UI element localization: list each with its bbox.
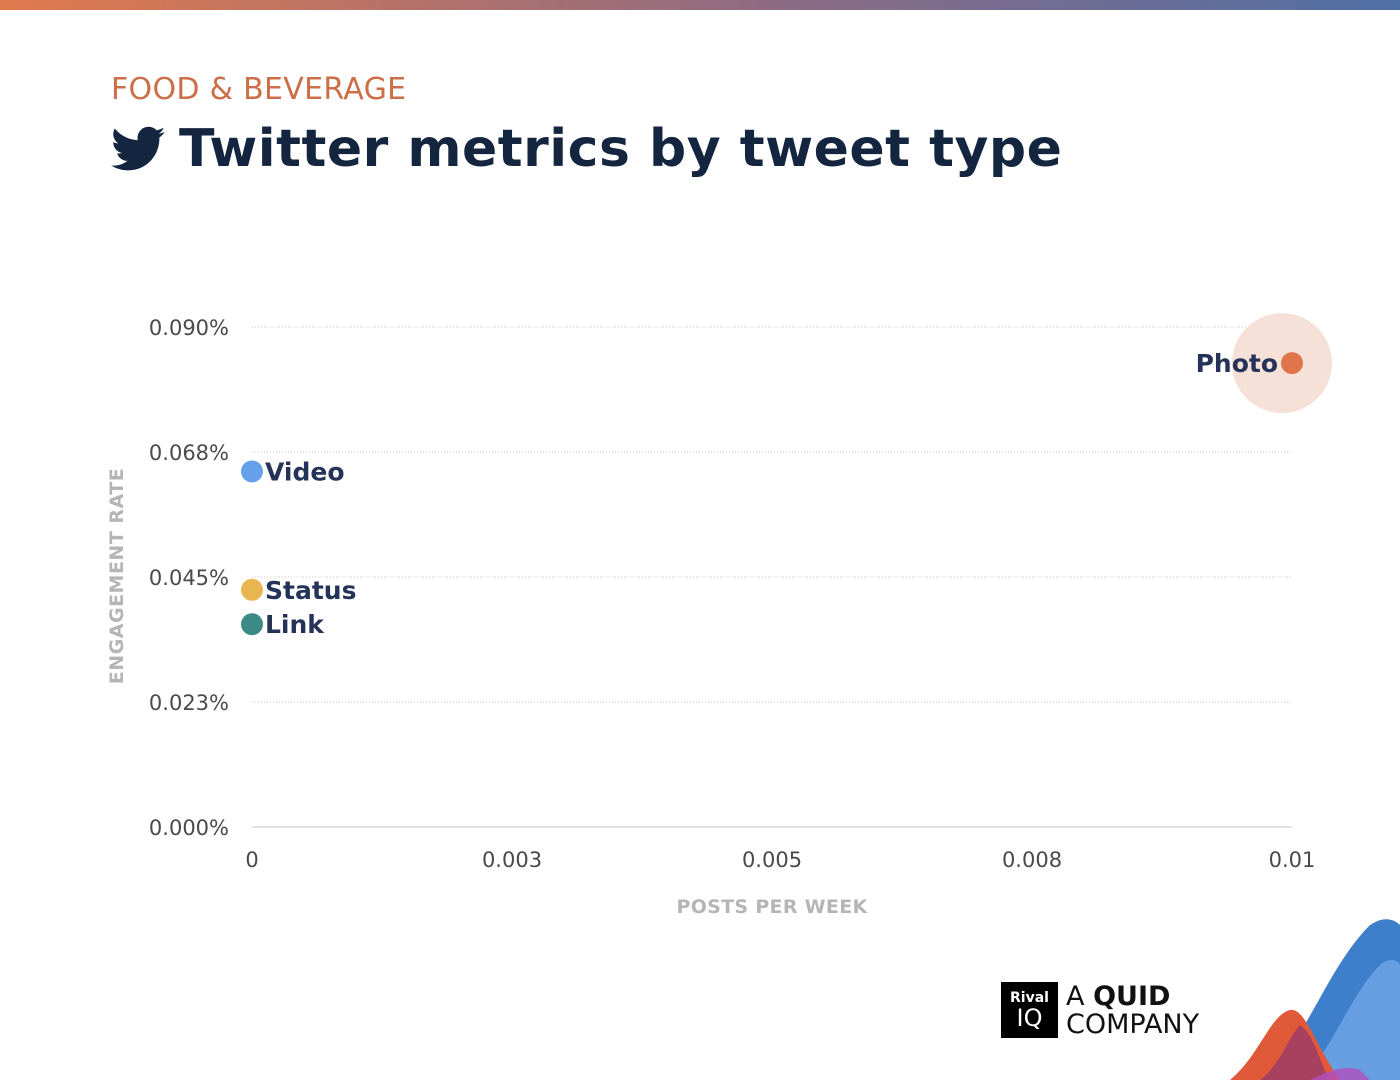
chart-title: Twitter metrics by tweet type (179, 119, 1063, 179)
company-text: A QUID COMPANY (1066, 982, 1199, 1040)
company-line-1: A QUID (1066, 983, 1199, 1011)
x-tick-label: 0.01 (1269, 848, 1316, 872)
company-line-2: COMPANY (1066, 1009, 1200, 1040)
x-tick-label: 0.003 (482, 848, 542, 872)
point-label-status: Status (265, 576, 356, 605)
category-label: FOOD & BEVERAGE (111, 72, 407, 107)
top-gradient-bar (0, 0, 1400, 10)
y-tick-label: 0.090% (149, 316, 229, 340)
point-status (241, 578, 263, 601)
y-tick-label: 0.068% (149, 441, 229, 465)
logo-top-text: Rival (1010, 990, 1049, 1006)
decorative-waves (1230, 919, 1400, 1080)
point-label-link: Link (265, 610, 325, 639)
x-tick-label: 0 (245, 848, 258, 872)
x-tick-label: 0.005 (742, 848, 802, 872)
x-tick-label: 0.008 (1002, 848, 1062, 872)
company-line-1-prefix: A (1066, 981, 1094, 1012)
y-axis-title: ENGAGEMENT RATE (106, 467, 128, 685)
title-row: Twitter metrics by tweet type (111, 114, 1062, 184)
point-label-video: Video (265, 457, 345, 486)
y-tick-label: 0.000% (149, 816, 229, 840)
company-line-1-bold: QUID (1093, 981, 1171, 1012)
y-tick-label: 0.023% (149, 691, 229, 715)
logo-bottom-text: IQ (1016, 1004, 1043, 1032)
x-axis-title: POSTS PER WEEK (676, 896, 868, 918)
point-link (241, 613, 263, 636)
twitter-bird-icon (111, 126, 165, 171)
y-tick-label: 0.045% (149, 566, 229, 590)
rival-iq-logo-mark: Rival IQ (1001, 982, 1058, 1038)
rival-iq-logo: Rival IQ A QUID COMPANY (1001, 982, 1199, 1040)
point-photo (1281, 352, 1303, 375)
y-axis-title-wrap: ENGAGEMENT RATE (106, 468, 128, 684)
point-label-photo: Photo (1196, 349, 1278, 378)
point-video (241, 460, 263, 483)
